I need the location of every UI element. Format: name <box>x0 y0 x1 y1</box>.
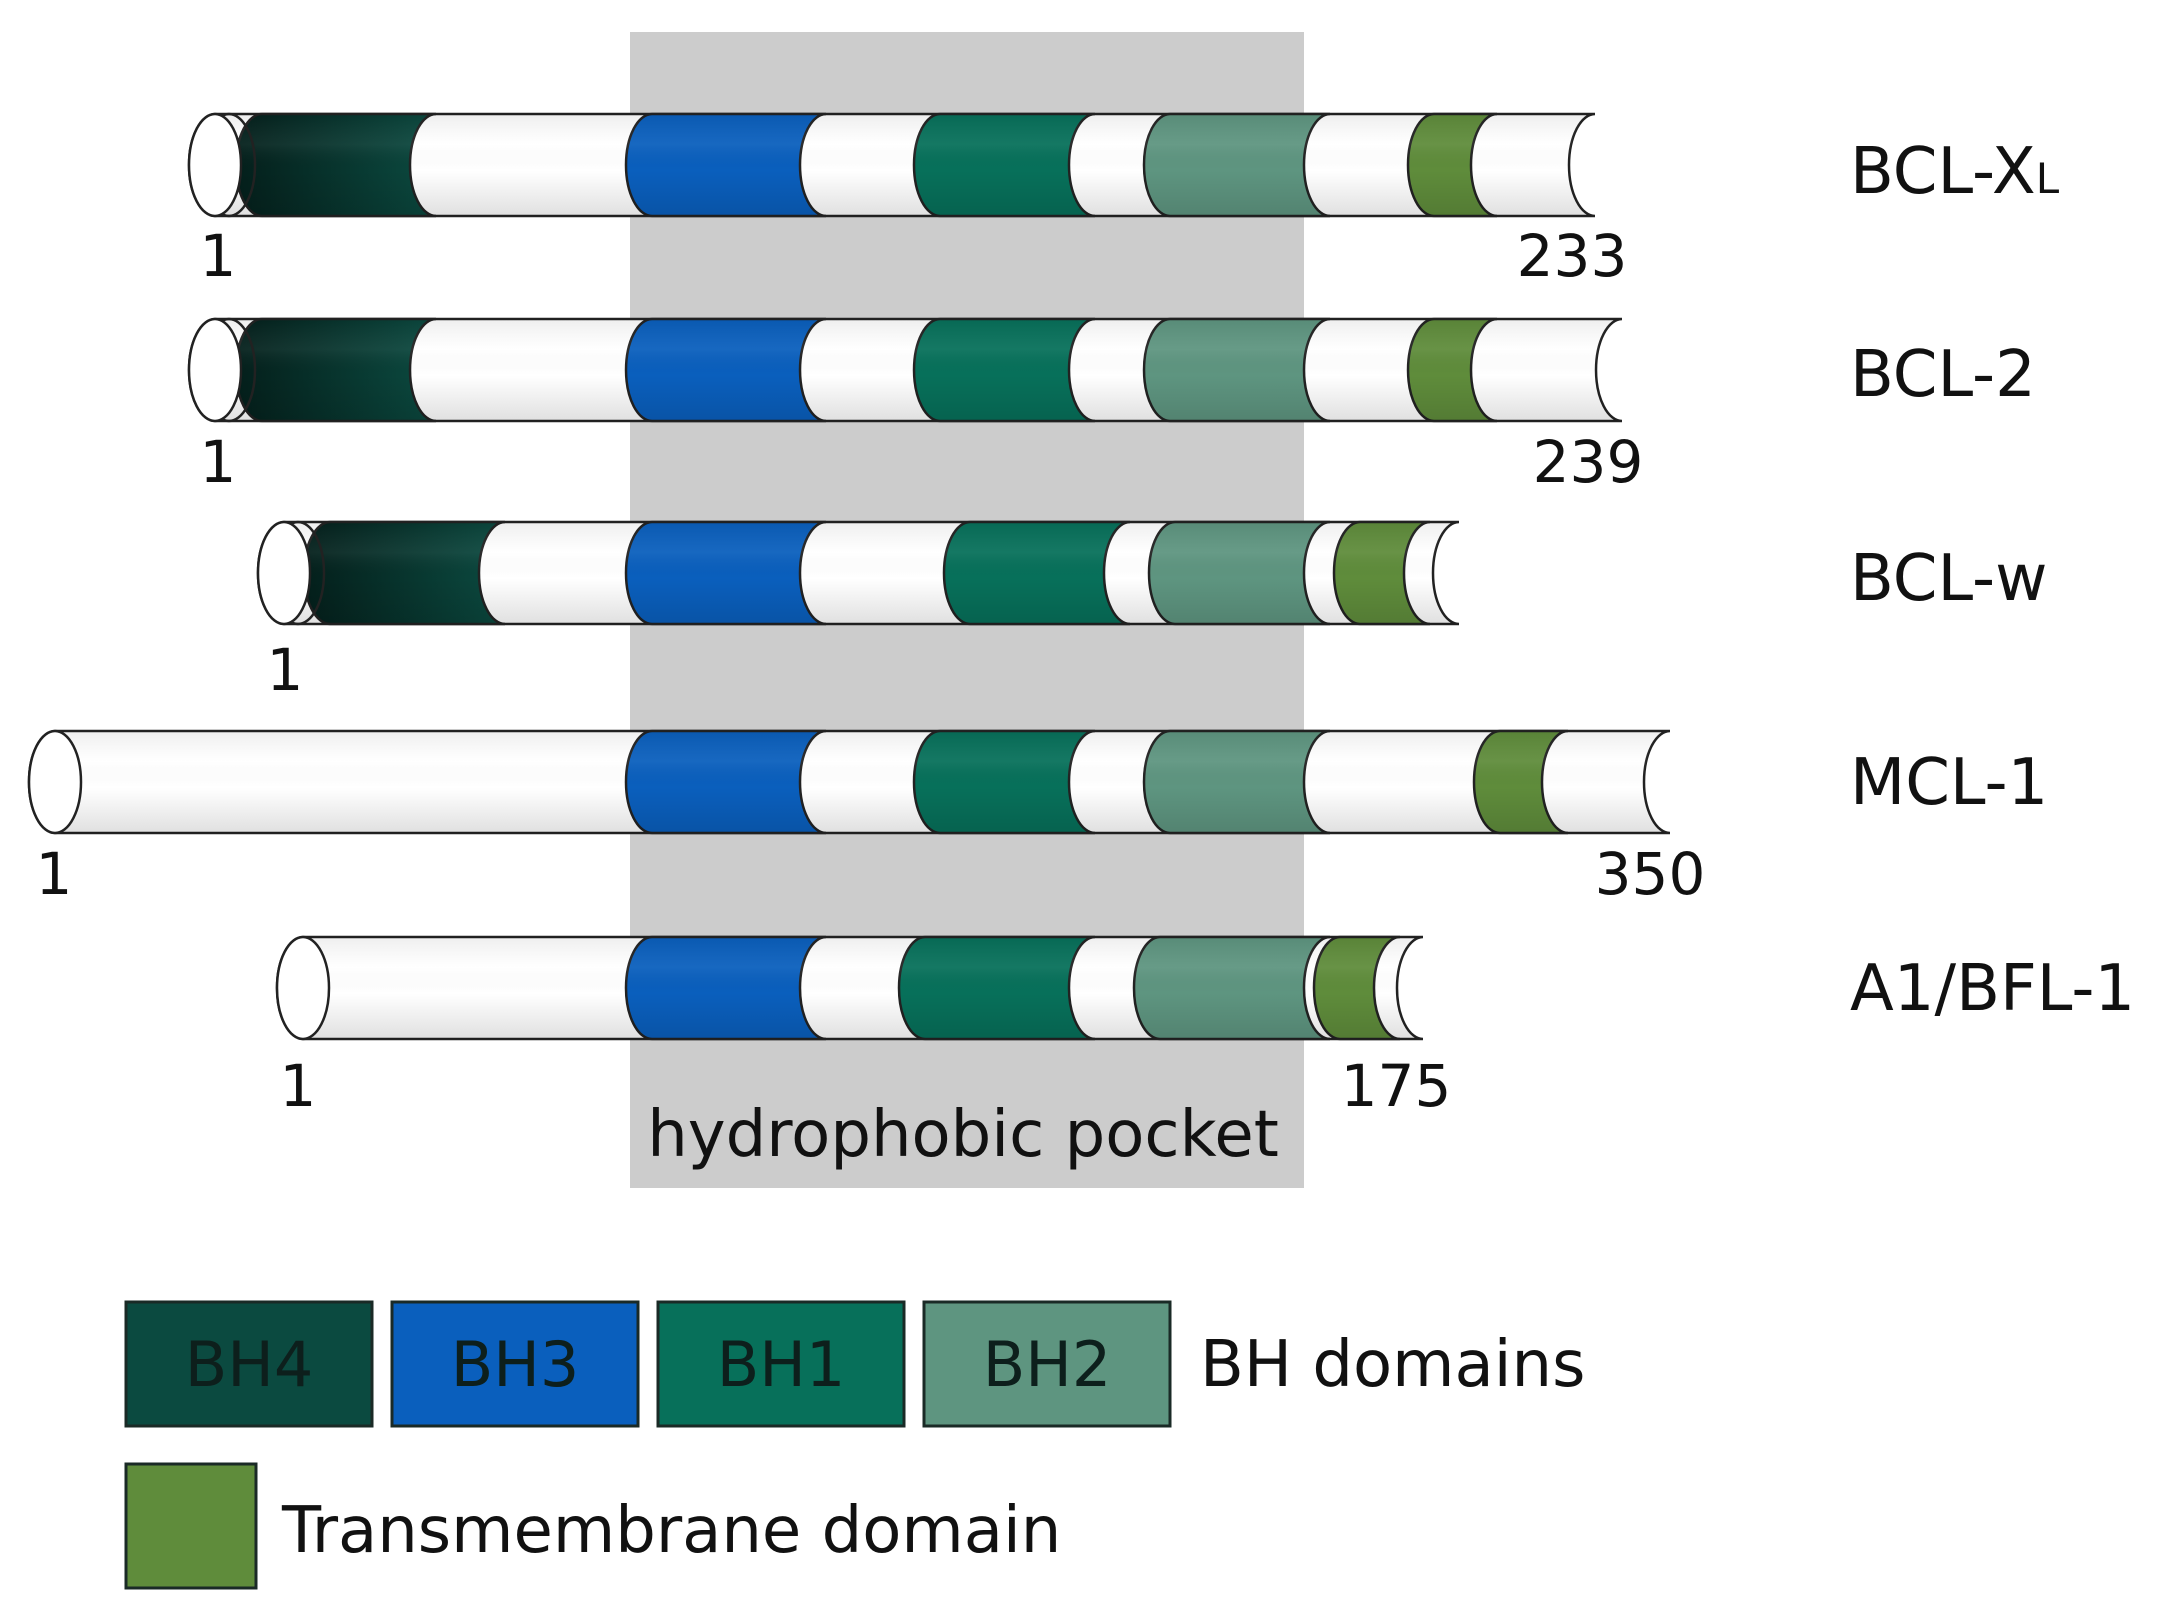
protein-name-a1-bfl-1: A1/BFL-1 <box>1850 952 2135 1026</box>
mcl-1-bar-shading <box>29 731 1670 833</box>
legend-label-bh4: BH4 <box>185 1328 314 1401</box>
legend-label-bh1: BH1 <box>717 1328 846 1401</box>
protein-name-bcl-xl: BCL-XL <box>1850 135 2060 209</box>
bcl-w-bar-shading <box>258 522 1459 624</box>
hydrophobic-pocket-label: hydrophobic pocket <box>647 1098 1279 1172</box>
legend-swatch-transmembrane <box>124 1462 258 1590</box>
protein-name-bcl-w: BCL-w <box>1850 542 2047 616</box>
protein-bar-bcl-w <box>256 520 1460 626</box>
legend-swatch-bh2 <box>922 1300 1172 1428</box>
bcl-w-end-cap <box>256 520 312 626</box>
protein-names: BCL-XL BCL-2 BCL-w MCL-1 A1/BFL-1 <box>1850 135 2135 1026</box>
bcl-w-start-residue: 1 <box>267 636 304 704</box>
bcl-2-start-residue: 1 <box>200 428 237 496</box>
mcl-1-end-cap <box>27 729 83 835</box>
bcl-xl-bar-shading <box>189 114 1595 216</box>
legend-swatch-bh3 <box>390 1300 640 1428</box>
bcl-xl-end-residue: 233 <box>1517 222 1628 290</box>
residue-numbers: 1 233 1 239 1 1 350 1 175 <box>36 222 1706 1120</box>
mcl-1-start-residue: 1 <box>36 840 73 908</box>
protein-bar-a1-bfl-1 <box>275 935 1424 1041</box>
legend-swatch-bh4 <box>124 1300 374 1428</box>
bcl-2-end-cap <box>187 317 243 423</box>
a1-bfl-1-end-residue: 175 <box>1341 1052 1452 1120</box>
a1-bfl-1-start-residue: 1 <box>280 1052 317 1120</box>
protein-bars <box>27 112 1671 1041</box>
bcl-xl-end-cap <box>187 112 243 218</box>
mcl-1-end-residue: 350 <box>1595 840 1706 908</box>
a1-bfl-1-bar-shading <box>277 937 1423 1039</box>
legend: BH4 BH3 BH1 BH2 BH domains Transmembrane… <box>124 1300 1585 1590</box>
bcl-2-bar-shading <box>189 319 1623 421</box>
protein-bar-bcl-xl <box>187 112 1596 218</box>
bcl-2-end-residue: 239 <box>1533 428 1644 496</box>
legend-label-bh3: BH3 <box>451 1328 580 1401</box>
legend-label-bh2: BH2 <box>983 1328 1112 1401</box>
protein-name-bcl-2: BCL-2 <box>1850 338 2036 412</box>
protein-bar-mcl-1 <box>27 729 1671 835</box>
legend-bh-domains-label: BH domains <box>1200 1328 1585 1402</box>
bcl-xl-start-residue: 1 <box>200 222 237 290</box>
protein-name-bcl-xl-subscript: L <box>2036 154 2060 203</box>
protein-bar-bcl-2 <box>187 317 1623 423</box>
protein-name-mcl-1: MCL-1 <box>1850 746 2048 820</box>
legend-swatch-bh1 <box>656 1300 906 1428</box>
legend-transmembrane-label: Transmembrane domain <box>281 1494 1061 1568</box>
a1-bfl-1-end-cap <box>275 935 331 1041</box>
